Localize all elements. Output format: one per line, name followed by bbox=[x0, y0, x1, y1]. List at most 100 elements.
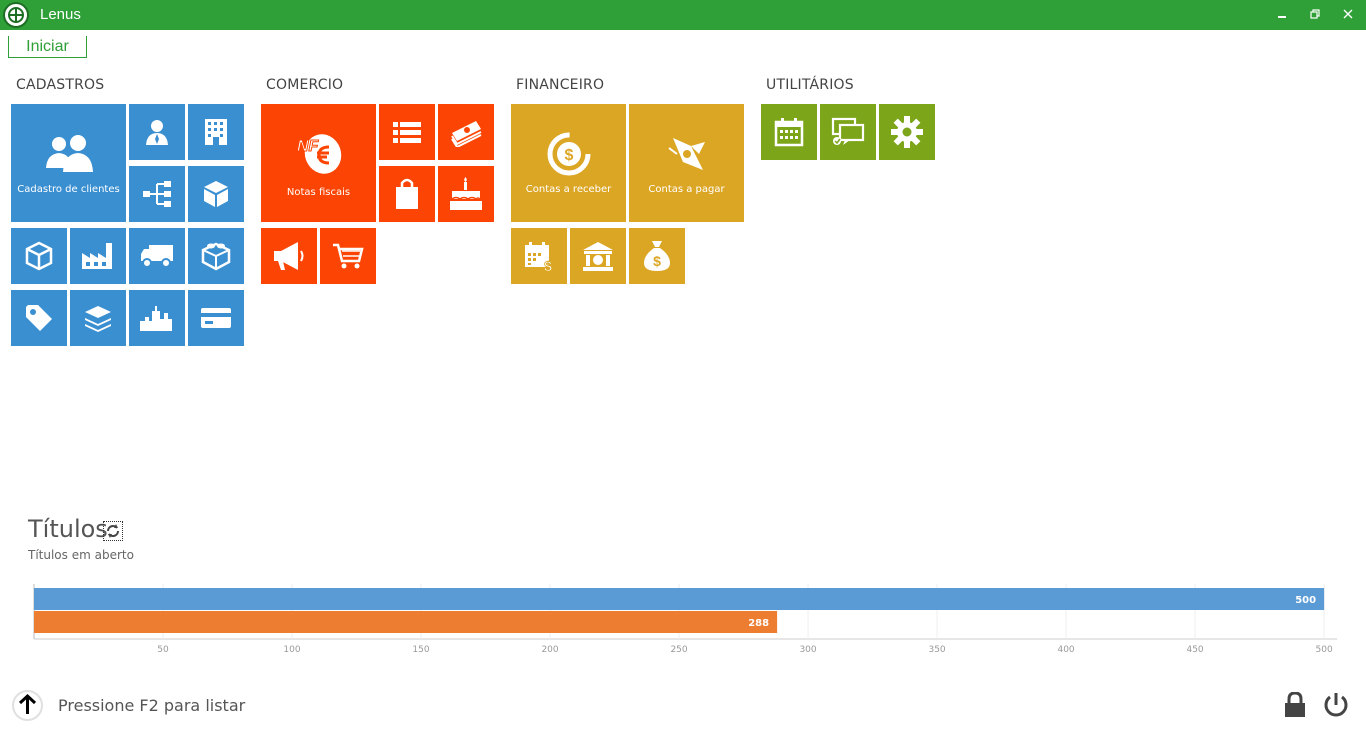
close-button[interactable] bbox=[1339, 6, 1357, 24]
box-icon bbox=[204, 181, 228, 207]
building-icon bbox=[205, 119, 227, 145]
tile-cidades[interactable] bbox=[129, 290, 185, 346]
money-bag-icon: $ bbox=[644, 241, 670, 271]
hierarchy-icon bbox=[143, 181, 171, 207]
lock-icon[interactable] bbox=[1284, 691, 1306, 723]
tile-marketing[interactable] bbox=[261, 228, 317, 284]
titulos-subtitle: Títulos em aberto bbox=[28, 548, 134, 562]
section-title-comercio: COMERCIO bbox=[266, 77, 344, 93]
truck-icon bbox=[141, 245, 173, 268]
tile-carrinho[interactable] bbox=[320, 228, 376, 284]
arrow-up-button[interactable] bbox=[12, 690, 43, 721]
minimize-button[interactable] bbox=[1273, 6, 1291, 24]
tile-hierarquia[interactable] bbox=[129, 166, 185, 222]
tile-embalagem[interactable] bbox=[11, 228, 67, 284]
restore-button[interactable] bbox=[1306, 6, 1324, 24]
chart-tick-label: 150 bbox=[412, 645, 429, 655]
tile-label: Contas a receber bbox=[525, 183, 612, 195]
tile-label: Contas a pagar bbox=[648, 183, 725, 195]
layers-icon bbox=[85, 306, 111, 332]
chart-tick-label: 450 bbox=[1186, 645, 1203, 655]
tile-lista[interactable] bbox=[379, 104, 435, 160]
svg-text:$: $ bbox=[564, 147, 573, 164]
chart-ticks: 50 100 150 200 250 300 350 400 450 500 bbox=[157, 645, 1333, 655]
tile-sacola[interactable] bbox=[379, 166, 435, 222]
svg-text:$: $ bbox=[544, 258, 552, 272]
arrow-up-icon bbox=[18, 693, 37, 714]
tile-label: Cadastro de clientes bbox=[17, 183, 120, 195]
titulos-title: Títulos bbox=[28, 515, 108, 543]
credit-card-icon bbox=[201, 308, 231, 328]
chart-bar bbox=[34, 611, 778, 633]
tile-usuario[interactable] bbox=[129, 104, 185, 160]
money-stack-icon bbox=[451, 121, 482, 147]
gear-icon bbox=[891, 116, 923, 148]
chart-tick-label: 100 bbox=[283, 645, 300, 655]
tile-transportadora[interactable] bbox=[129, 228, 185, 284]
birthday-cake-icon bbox=[450, 177, 482, 210]
tile-mensagens[interactable] bbox=[820, 104, 876, 160]
chart-tick-label: 500 bbox=[1316, 645, 1333, 655]
factory-icon bbox=[82, 243, 112, 269]
tile-componentes[interactable] bbox=[188, 228, 244, 284]
cube-outline-icon bbox=[25, 241, 53, 271]
users-icon bbox=[45, 134, 93, 172]
section-title-cadastros: CADASTROS bbox=[16, 77, 105, 93]
tile-saco-dinheiro[interactable]: $ bbox=[629, 228, 685, 284]
tile-empresa[interactable] bbox=[188, 104, 244, 160]
bank-icon bbox=[583, 242, 613, 271]
tile-aniversario[interactable] bbox=[438, 166, 494, 222]
chat-bubbles-icon bbox=[831, 117, 865, 145]
money-fly-icon bbox=[667, 137, 705, 170]
chart-tick-label: 300 bbox=[799, 645, 816, 655]
tile-cadastro-clientes[interactable]: Cadastro de clientes bbox=[11, 104, 126, 222]
section-title-utilitarios: UTILITÁRIOS bbox=[766, 77, 854, 93]
tile-camadas[interactable] bbox=[70, 290, 126, 346]
chart-tick-label: 350 bbox=[928, 645, 945, 655]
window-title: Lenus bbox=[40, 6, 81, 23]
chart-data-label: 288 bbox=[748, 618, 769, 629]
chart-bar bbox=[34, 588, 1325, 610]
app-logo bbox=[3, 2, 29, 28]
chart-data-label: 500 bbox=[1295, 595, 1316, 606]
coin-receive-icon: $ bbox=[547, 132, 590, 175]
tile-cartao[interactable] bbox=[188, 290, 244, 346]
chart-bars: 500 288 bbox=[34, 588, 1325, 633]
nfe-icon: NF bbox=[296, 133, 341, 174]
tile-dinheiro[interactable] bbox=[438, 104, 494, 160]
tile-calendario-financeiro[interactable]: $ bbox=[511, 228, 567, 284]
tile-contas-receber[interactable]: $ Contas a receber bbox=[511, 104, 626, 222]
person-icon bbox=[146, 120, 168, 145]
lego-brick-icon bbox=[201, 242, 231, 271]
calendar-money-icon: $ bbox=[525, 242, 553, 272]
chart-tick-label: 200 bbox=[541, 645, 558, 655]
megaphone-icon bbox=[274, 242, 304, 270]
shopping-bag-icon bbox=[396, 178, 418, 209]
tile-label: Notas fiscais bbox=[286, 186, 351, 198]
chart-tick-label: 400 bbox=[1057, 645, 1074, 655]
svg-text:$: $ bbox=[653, 253, 661, 269]
tile-notas-fiscais[interactable]: NF Notas fiscais bbox=[261, 104, 376, 222]
f2-hint: Pressione F2 para listar bbox=[58, 696, 246, 715]
tile-produto[interactable] bbox=[188, 166, 244, 222]
calendar-icon bbox=[774, 118, 804, 147]
title-bar: Lenus bbox=[0, 0, 1366, 30]
tile-banco[interactable] bbox=[570, 228, 626, 284]
tile-contas-pagar[interactable]: Contas a pagar bbox=[629, 104, 744, 222]
list-icon bbox=[393, 122, 421, 143]
tile-etiqueta[interactable] bbox=[11, 290, 67, 346]
tile-configuracoes[interactable] bbox=[879, 104, 935, 160]
shopping-cart-icon bbox=[333, 243, 364, 269]
tile-agenda[interactable] bbox=[761, 104, 817, 160]
titulos-chart: 500 288 50 100 150 200 250 300 350 400 450 500 bbox=[33, 584, 1337, 655]
refresh-icon[interactable] bbox=[103, 521, 123, 541]
tag-icon bbox=[26, 305, 52, 331]
section-title-financeiro: FINANCEIRO bbox=[516, 77, 605, 93]
svg-text:NF: NF bbox=[297, 138, 320, 155]
chart-tick-label: 250 bbox=[670, 645, 687, 655]
chart-tick-label: 50 bbox=[157, 645, 169, 655]
tile-fabrica[interactable] bbox=[70, 228, 126, 284]
power-icon[interactable] bbox=[1323, 692, 1349, 723]
city-icon bbox=[140, 306, 172, 331]
tab-iniciar[interactable]: Iniciar bbox=[8, 36, 87, 58]
